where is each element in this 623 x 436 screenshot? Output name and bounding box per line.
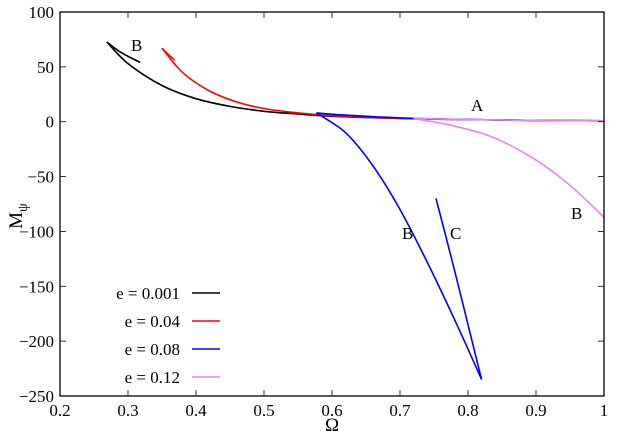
- plot-frame: [59, 11, 605, 397]
- legend-label: e = 0.12: [125, 368, 180, 387]
- axis-tick-labels: 0.2 0.3 0.4 0.5 0.6 0.7 0.8 0.9 1 100 50 0 −50 −100 −1…: [19, 3, 608, 420]
- x-tick-label: 0.9: [525, 401, 546, 420]
- y-tick-label: −50: [27, 168, 54, 187]
- legend-label: e = 0.08: [125, 340, 180, 359]
- legend-item-e0001: e = 0.001: [116, 284, 220, 303]
- annotation-a-pink: A: [471, 96, 484, 115]
- legend-item-e004: e = 0.04: [125, 312, 220, 331]
- series-line-3-branch-b: [413, 117, 605, 218]
- x-axis-label: Ω: [325, 415, 339, 436]
- y-tick-label: −100: [19, 222, 54, 241]
- y-axis-label-sub: ψ: [16, 203, 31, 212]
- legend-item-e008: e = 0.08: [125, 340, 220, 359]
- x-tick-label: 0.5: [253, 401, 274, 420]
- series-line-0-branch-a: [106, 41, 605, 122]
- x-tick-label: 0.8: [457, 401, 478, 420]
- x-tick-label: 0.2: [49, 401, 70, 420]
- legend-label: e = 0.04: [125, 312, 181, 331]
- y-tick-label: 50: [37, 58, 54, 77]
- series-line-1-branch-a: [161, 47, 605, 122]
- series-line-2-branch-c: [435, 198, 483, 380]
- y-tick-label: −150: [19, 277, 54, 296]
- annotation-b-pink: B: [571, 204, 582, 223]
- x-tick-label: 0.6: [321, 401, 342, 420]
- annotation-b-blue: B: [402, 224, 413, 243]
- x-tick-label: 0.7: [389, 401, 411, 420]
- y-tick-label: 100: [29, 3, 55, 22]
- x-tick-label: 0.4: [185, 401, 207, 420]
- series-line-0-branch-b: [106, 41, 141, 64]
- y-axis-label: Mψ: [6, 203, 31, 229]
- legend: e = 0.001 e = 0.04 e = 0.08 e = 0.12: [116, 284, 220, 387]
- svg-text:Mψ: Mψ: [6, 203, 31, 229]
- y-axis-label-main: M: [6, 212, 27, 229]
- annotation-b-black: B: [131, 36, 142, 55]
- y-tick-label: −250: [19, 387, 54, 406]
- series-line-1-branch-b: [161, 47, 176, 61]
- series-line-2-branch-b: [315, 112, 483, 380]
- x-tick-label: 1: [600, 401, 609, 420]
- x-tick-label: 0.3: [117, 401, 138, 420]
- y-tick-label: −200: [19, 332, 54, 351]
- annotation-c-blue: C: [450, 224, 461, 243]
- plot-lines: [106, 41, 605, 380]
- axis-ticks: [59, 11, 605, 397]
- legend-item-e012: e = 0.12: [125, 368, 220, 387]
- y-tick-label: 0: [46, 113, 55, 132]
- series-line-3-branch-a: [413, 117, 605, 122]
- legend-label: e = 0.001: [116, 284, 180, 303]
